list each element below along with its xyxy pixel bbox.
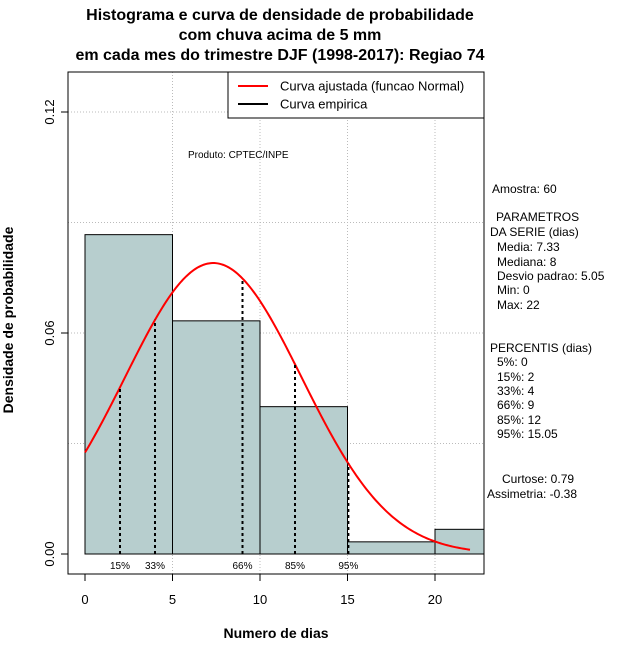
x-tick-label: 20 <box>428 592 442 607</box>
chart-title-line-1: Histograma e curva de densidade de proba… <box>86 7 474 24</box>
histogram-bar <box>172 320 261 555</box>
fitted-curve-layer <box>84 262 471 551</box>
chart-title-line-3: em cada mes do trimestre DJF (1998-2017)… <box>75 47 485 64</box>
x-tick-label: 5 <box>169 592 176 607</box>
percentile-label: 33% <box>145 561 165 572</box>
stat-max: Max: 22 <box>497 298 540 312</box>
percentile-label: 15% <box>110 561 130 572</box>
stat-media: Media: 7.33 <box>497 240 560 254</box>
x-tick-label: 15 <box>340 592 354 607</box>
histogram-bar <box>259 406 348 555</box>
stat-desvio: Desvio padrao: 5.05 <box>497 269 605 283</box>
x-tick-label: 10 <box>253 592 267 607</box>
x-tick-label: 0 <box>81 592 88 607</box>
chart-title-line-2: com chuva acima de 5 mm <box>178 27 382 44</box>
stat-param-title-2: DA SERIE (dias) <box>490 225 579 239</box>
percentile-label: 85% <box>285 561 305 572</box>
legend: Curva ajustada (funcao Normal) Curva emp… <box>227 71 485 119</box>
y-tick-label: 0.00 <box>42 541 57 566</box>
percentile-markers: 15% 33% 66% 85% 95% <box>110 278 358 572</box>
product-annotation: Produto: CPTEC/INPE <box>188 150 289 161</box>
y-tick-label: 0.06 <box>42 320 57 345</box>
stat-p66: 66%: 9 <box>497 398 535 412</box>
axes: 0 5 10 15 20 0.00 0.06 0.12 <box>42 99 442 607</box>
percentile-label: 95% <box>338 561 358 572</box>
x-axis-label: Numero de dias <box>223 625 328 641</box>
fitted-normal-curve <box>84 262 471 551</box>
stat-p85: 85%: 12 <box>497 413 542 427</box>
legend-label-empirical: Curva empirica <box>280 97 368 112</box>
histogram-bars <box>84 234 485 555</box>
legend-box <box>227 71 485 119</box>
stat-p33: 33%: 4 <box>497 384 535 398</box>
histogram-bar <box>84 234 173 555</box>
stat-p95: 95%: 15.05 <box>497 427 558 441</box>
stat-param-title-1: PARAMETROS <box>496 210 580 224</box>
histogram-bar <box>347 541 436 555</box>
legend-label-fitted: Curva ajustada (funcao Normal) <box>280 79 464 94</box>
histogram-bar <box>434 528 485 555</box>
stat-assimetria: Assimetria: -0.38 <box>487 487 578 501</box>
y-tick-label: 0.12 <box>42 99 57 124</box>
stat-p15: 15%: 2 <box>497 370 535 384</box>
stat-p5: 5%: 0 <box>497 355 528 369</box>
stat-curtose: Curtose: 0.79 <box>502 472 575 486</box>
stat-amostra: Amostra: 60 <box>492 182 557 196</box>
stat-percentis-title: PERCENTIS (dias) <box>490 341 593 355</box>
percentile-label: 66% <box>232 561 252 572</box>
y-axis-label: Densidade de probabilidade <box>0 226 16 413</box>
stat-mediana: Mediana: 8 <box>497 255 557 269</box>
stat-min: Min: 0 <box>497 283 530 297</box>
